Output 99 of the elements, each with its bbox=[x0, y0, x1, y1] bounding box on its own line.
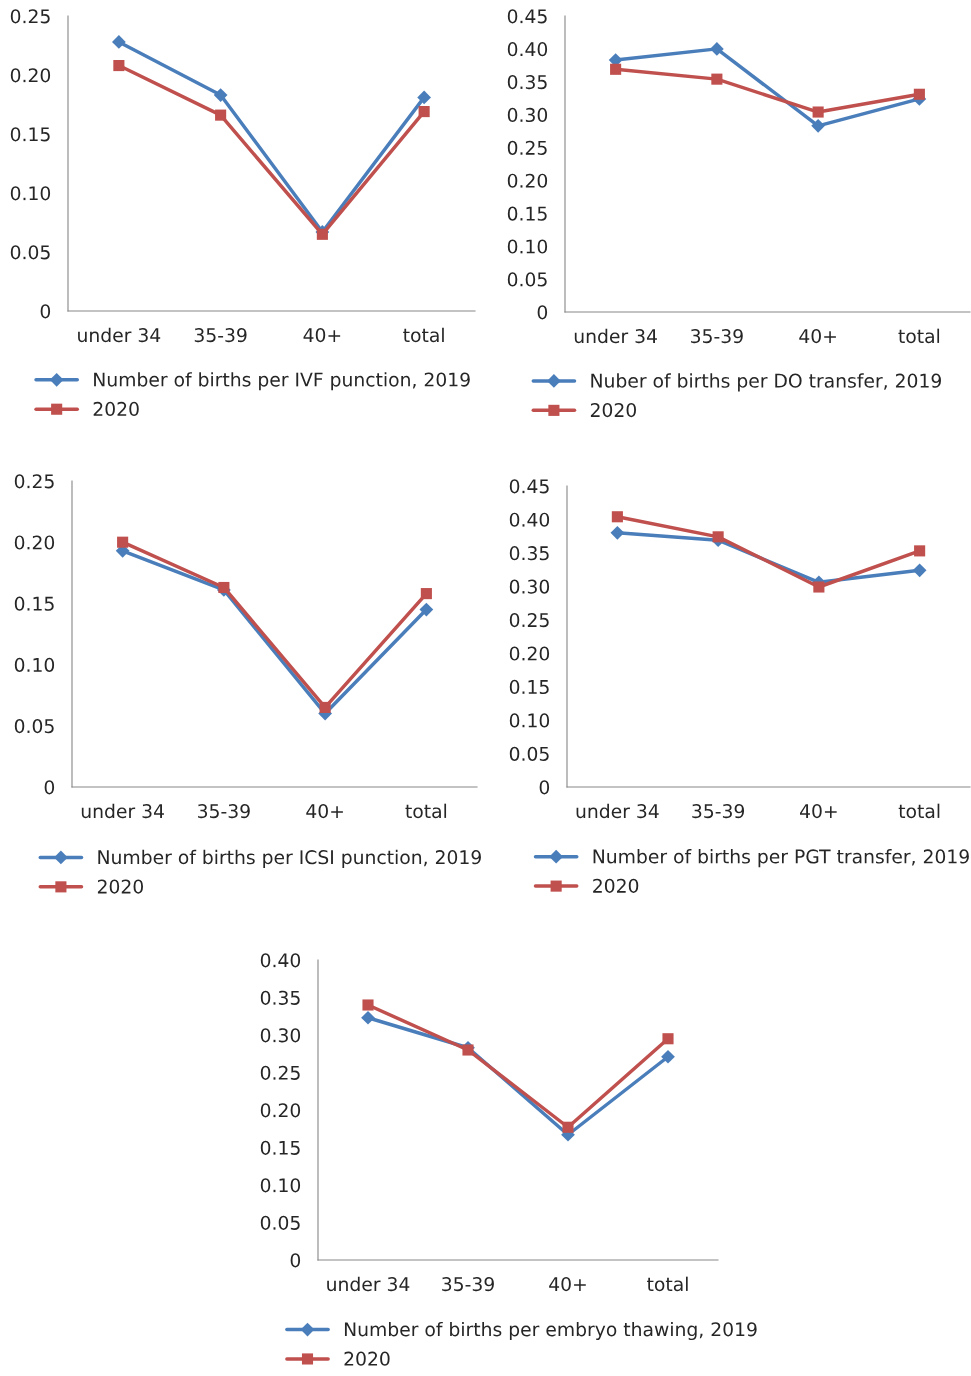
y-tick-label: 0.15 bbox=[10, 127, 50, 142]
legend-label: 2020 bbox=[590, 403, 636, 418]
y-tick-label: 0 bbox=[537, 305, 548, 320]
x-tick-label: under 34 bbox=[81, 803, 164, 819]
x-tick-label: 35-39 bbox=[442, 1277, 494, 1292]
point bbox=[710, 42, 724, 56]
y-tick-label: 0 bbox=[40, 304, 51, 319]
y-tick-label: 0.45 bbox=[507, 9, 547, 24]
point bbox=[112, 35, 126, 49]
x-tick-label: under 34 bbox=[327, 1276, 410, 1292]
point bbox=[213, 88, 228, 102]
x-tick-label: total bbox=[405, 803, 447, 819]
legend-label: Nuber of births per DO transfer, 2019 bbox=[591, 373, 941, 392]
x-tick-label: 35-39 bbox=[692, 804, 745, 819]
y-tick-label: 0.40 bbox=[509, 512, 550, 527]
x-tick-label: total bbox=[898, 803, 940, 819]
legend-label: Number of births per PGT transfer, 2019 bbox=[593, 849, 969, 868]
y-tick-label: 0.20 bbox=[260, 1103, 301, 1118]
point bbox=[362, 999, 374, 1011]
point bbox=[610, 525, 625, 540]
x-tick-label: 40+ bbox=[549, 1277, 586, 1292]
point bbox=[417, 90, 431, 105]
point bbox=[361, 1010, 375, 1025]
x-tick-label: 40+ bbox=[799, 329, 836, 344]
y-tick-label: 0.05 bbox=[10, 245, 50, 260]
x-tick-label: total bbox=[898, 328, 940, 344]
legend-label: 2020 bbox=[593, 878, 639, 893]
point bbox=[113, 60, 125, 72]
point bbox=[462, 1044, 474, 1056]
point bbox=[662, 1033, 674, 1045]
y-tick-label: 0.25 bbox=[507, 140, 547, 155]
point bbox=[418, 106, 430, 118]
y-tick-label: 0.15 bbox=[509, 679, 549, 695]
y-tick-label: 0 bbox=[44, 780, 55, 795]
y-tick-label: 0.10 bbox=[14, 657, 55, 672]
point bbox=[812, 106, 824, 118]
x-tick-label: under 34 bbox=[576, 803, 659, 819]
y-tick-label: 0.30 bbox=[509, 579, 550, 594]
legend-label: 2020 bbox=[93, 401, 139, 417]
y-tick-label: 0.25 bbox=[14, 474, 54, 489]
point bbox=[117, 536, 129, 548]
legend-label: Number of births per IVF punction, 2019 bbox=[94, 372, 470, 391]
y-tick-label: 0.10 bbox=[509, 713, 550, 728]
point bbox=[914, 545, 926, 557]
y-tick-label: 0.10 bbox=[10, 186, 51, 201]
point bbox=[319, 701, 331, 713]
y-tick-label: 0.15 bbox=[260, 1140, 300, 1155]
x-tick-label: 35-39 bbox=[194, 328, 247, 343]
point bbox=[711, 73, 723, 85]
legend-label: Number of births per ICSI punction, 2019 bbox=[98, 849, 481, 868]
point bbox=[912, 563, 927, 578]
x-tick-label: 35-39 bbox=[198, 804, 250, 819]
y-tick-label: 0.40 bbox=[260, 953, 301, 968]
y-tick-label: 0.30 bbox=[260, 1028, 301, 1043]
x-tick-label: under 34 bbox=[78, 327, 161, 343]
point bbox=[661, 1049, 675, 1064]
point bbox=[913, 88, 925, 100]
x-tick-label: under 34 bbox=[574, 328, 657, 344]
y-tick-label: 0.15 bbox=[507, 206, 547, 221]
y-tick-label: 0.10 bbox=[507, 239, 548, 254]
y-tick-label: 0.25 bbox=[260, 1065, 300, 1080]
y-tick-label: 0.05 bbox=[509, 746, 549, 761]
y-tick-label: 0.05 bbox=[260, 1215, 300, 1230]
x-tick-label: 35-39 bbox=[691, 329, 743, 344]
point bbox=[562, 1121, 574, 1133]
y-tick-label: 0.05 bbox=[507, 272, 547, 287]
y-tick-label: 0.20 bbox=[10, 68, 51, 83]
y-tick-label: 0.35 bbox=[260, 990, 300, 1005]
y-tick-label: 0.35 bbox=[509, 546, 549, 561]
y-tick-label: 0.10 bbox=[260, 1178, 301, 1193]
y-tick-label: 0.25 bbox=[509, 612, 549, 628]
y-tick-label: 0 bbox=[539, 780, 550, 795]
legend-label: Number of births per embryo thawing, 2019 bbox=[344, 1321, 757, 1341]
point bbox=[813, 581, 825, 593]
point bbox=[610, 63, 622, 75]
y-tick-label: 0.05 bbox=[14, 719, 54, 734]
y-tick-label: 0 bbox=[290, 1253, 301, 1268]
x-tick-label: 40+ bbox=[800, 804, 837, 819]
y-tick-label: 0.40 bbox=[507, 42, 548, 57]
point bbox=[420, 588, 432, 600]
x-tick-label: 40+ bbox=[303, 328, 341, 343]
y-tick-label: 0.20 bbox=[509, 646, 550, 661]
y-tick-label: 0.35 bbox=[507, 74, 547, 90]
x-tick-label: 40+ bbox=[306, 804, 343, 819]
point bbox=[215, 109, 227, 121]
point bbox=[419, 602, 434, 617]
point bbox=[811, 118, 825, 133]
y-tick-label: 0.30 bbox=[507, 107, 548, 123]
y-tick-label: 0.45 bbox=[509, 479, 549, 494]
y-tick-label: 0.20 bbox=[507, 173, 548, 188]
legend-label: 2020 bbox=[344, 1351, 390, 1366]
legend-label: 2020 bbox=[97, 879, 143, 894]
point bbox=[611, 511, 623, 523]
y-tick-label: 0.25 bbox=[10, 9, 50, 24]
y-tick-label: 0.15 bbox=[14, 596, 54, 611]
point bbox=[712, 531, 724, 543]
x-tick-label: total bbox=[403, 327, 444, 343]
x-tick-label: total bbox=[647, 1276, 688, 1292]
y-tick-label: 0.20 bbox=[14, 535, 55, 550]
